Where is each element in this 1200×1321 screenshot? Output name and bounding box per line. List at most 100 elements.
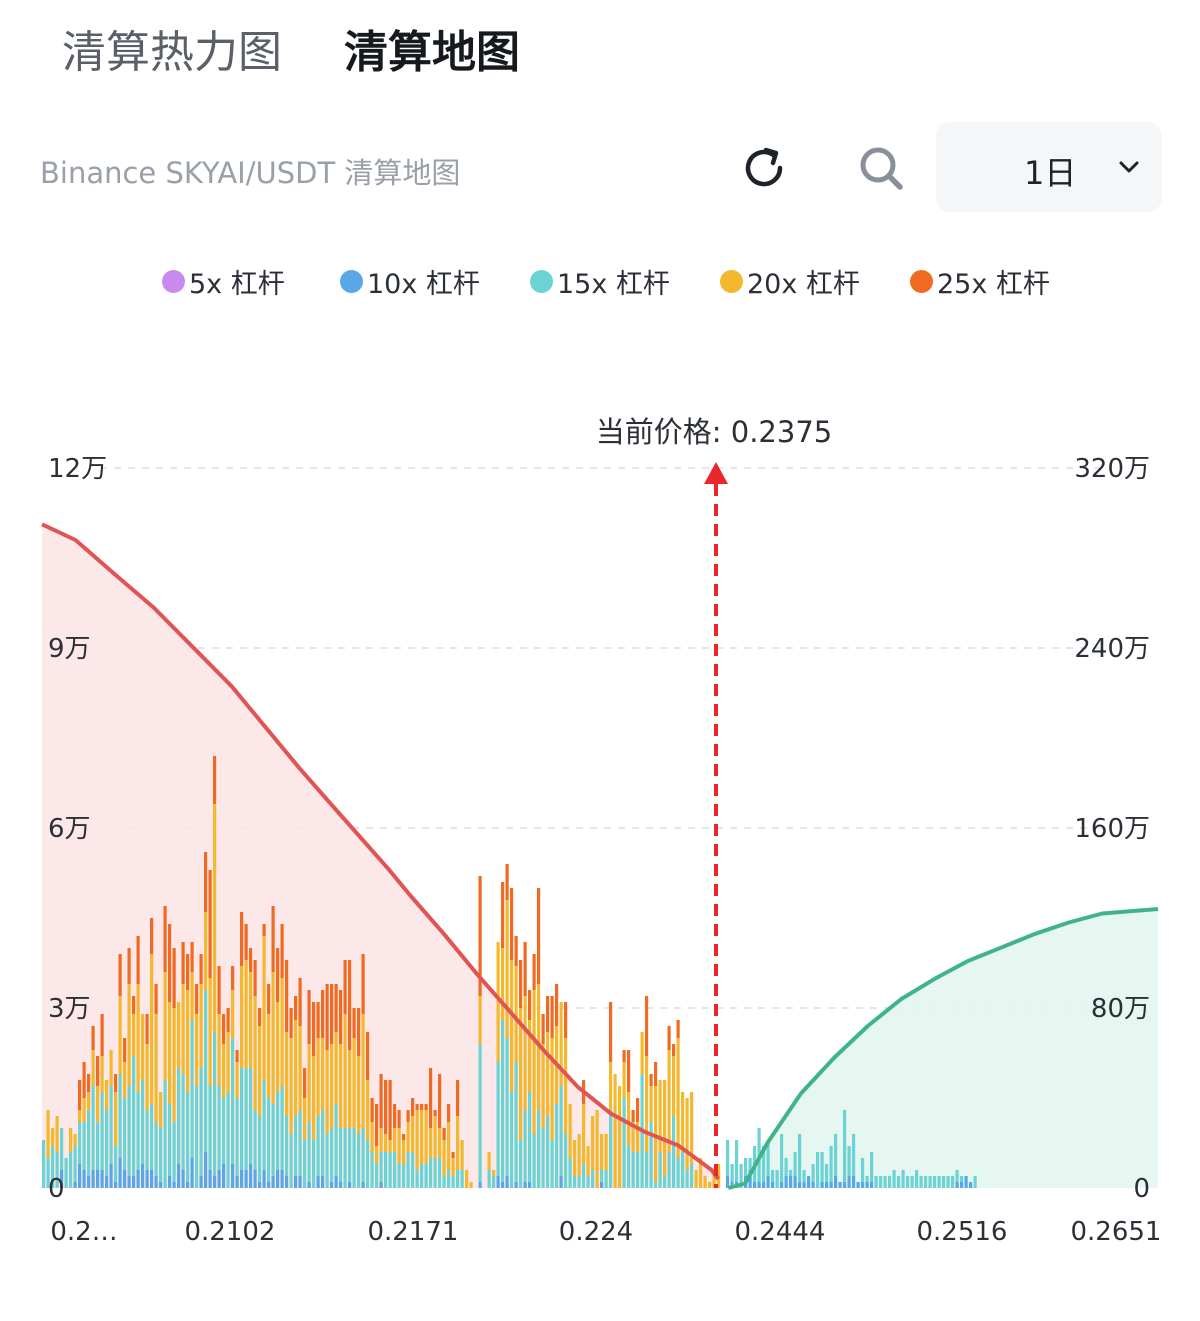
tab-liquidation-heatmap[interactable]: 清算热力图 bbox=[62, 27, 282, 78]
search-button[interactable] bbox=[853, 140, 909, 196]
bar-15x-segment bbox=[330, 1128, 334, 1182]
bar-10x-segment bbox=[960, 1182, 964, 1188]
bar-25x-segment bbox=[541, 1014, 545, 1044]
bar-15x-segment bbox=[429, 1158, 433, 1188]
bar-10x-segment bbox=[235, 1176, 239, 1188]
bar-10x-segment bbox=[753, 1182, 757, 1188]
bar-25x-segment bbox=[96, 1056, 100, 1086]
bar-20x-segment bbox=[519, 1008, 523, 1140]
bar-15x-segment bbox=[586, 1176, 590, 1188]
bar-25x-segment bbox=[510, 888, 514, 960]
bar-15x-segment bbox=[627, 1146, 631, 1188]
bar-15x-segment bbox=[852, 1134, 856, 1176]
bar-15x-segment bbox=[132, 1056, 136, 1176]
bar-15x-segment bbox=[402, 1164, 406, 1188]
bar-10x-segment bbox=[955, 1182, 959, 1188]
tab-liquidation-map[interactable]: 清算地图 bbox=[344, 27, 520, 78]
bar-10x-segment bbox=[78, 1164, 82, 1188]
bar-20x-segment bbox=[654, 1086, 658, 1182]
bar-15x-segment bbox=[883, 1176, 887, 1188]
bar-25x-segment bbox=[537, 888, 541, 984]
bar-15x-segment bbox=[249, 1068, 253, 1164]
bar-10x-segment bbox=[298, 1176, 302, 1188]
bar-10x-segment bbox=[172, 1182, 176, 1188]
bar-25x-segment bbox=[379, 1074, 383, 1128]
bar-15x-segment bbox=[91, 1086, 95, 1170]
bar-20x-segment bbox=[127, 984, 131, 1086]
bar-25x-segment bbox=[415, 1104, 419, 1110]
bar-15x-segment bbox=[451, 1176, 455, 1188]
bar-15x-segment bbox=[478, 1044, 482, 1182]
bar-15x-segment bbox=[199, 1068, 203, 1176]
bar-15x-segment bbox=[793, 1152, 797, 1176]
bar-25x-segment bbox=[91, 1026, 95, 1050]
bar-15x-segment bbox=[172, 1122, 176, 1182]
bar-20x-segment bbox=[73, 1134, 77, 1146]
bar-15x-segment bbox=[933, 1176, 937, 1188]
bar-15x-segment bbox=[96, 1122, 100, 1170]
bar-25x-segment bbox=[136, 936, 140, 984]
bar-15x-segment bbox=[307, 1122, 311, 1182]
x-tick-label: 0.2171 bbox=[368, 1217, 459, 1247]
bar-25x-segment bbox=[172, 948, 176, 1008]
bar-20x-segment bbox=[141, 1014, 145, 1080]
y-right-tick-label: 80万 bbox=[1091, 994, 1150, 1024]
bar-15x-segment bbox=[109, 1086, 113, 1164]
bar-25x-segment bbox=[285, 960, 289, 1032]
y-right-tick-label: 320万 bbox=[1074, 454, 1150, 484]
legend-item-20x[interactable]: 20x 杠杆 bbox=[720, 262, 860, 301]
legend-item-5x[interactable]: 5x 杠杆 bbox=[162, 262, 285, 301]
bar-20x-segment bbox=[69, 1128, 73, 1152]
bar-10x-segment bbox=[82, 1170, 86, 1188]
bar-20x-segment bbox=[645, 1056, 649, 1152]
bar-15x-segment bbox=[208, 1086, 212, 1170]
bar-10x-segment bbox=[240, 1170, 244, 1188]
bar-10x-segment bbox=[109, 1164, 113, 1188]
bar-20x-segment bbox=[510, 960, 514, 1092]
liquidation-bars bbox=[42, 756, 977, 1188]
legend-item-15x[interactable]: 15x 杠杆 bbox=[530, 262, 670, 301]
bar-25x-segment bbox=[352, 1008, 356, 1038]
bar-15x-segment bbox=[744, 1158, 748, 1176]
bar-15x-segment bbox=[204, 990, 208, 1152]
bar-15x-segment bbox=[870, 1152, 874, 1182]
bar-10x-segment bbox=[168, 1176, 172, 1188]
bar-20x-segment bbox=[150, 954, 154, 1104]
bar-20x-segment bbox=[528, 1020, 532, 1092]
bar-20x-segment bbox=[636, 1122, 640, 1152]
bar-15x-segment bbox=[537, 1110, 541, 1188]
bar-10x-segment bbox=[249, 1164, 253, 1188]
bar-20x-segment bbox=[114, 1092, 118, 1146]
bar-25x-segment bbox=[627, 1050, 631, 1092]
bar-20x-segment bbox=[609, 1062, 613, 1110]
y-axis-right: 0 80万 160万 240万 320万 bbox=[1074, 454, 1150, 1204]
bar-20x-segment bbox=[397, 1128, 401, 1164]
bar-20x-segment bbox=[469, 1182, 473, 1188]
bar-25x-segment bbox=[505, 864, 509, 900]
bar-25x-segment bbox=[442, 1128, 446, 1140]
bar-25x-segment bbox=[631, 1110, 635, 1122]
bar-10x-segment bbox=[762, 1182, 766, 1188]
bar-15x-segment bbox=[955, 1170, 959, 1182]
legend-item-10x[interactable]: 10x 杠杆 bbox=[340, 262, 480, 301]
x-tick-label: 0.2651 bbox=[1071, 1217, 1162, 1247]
bar-15x-segment bbox=[73, 1146, 77, 1182]
bar-20x-segment bbox=[307, 1044, 311, 1122]
bar-10x-segment bbox=[838, 1182, 842, 1188]
bar-20x-segment bbox=[456, 1116, 460, 1170]
chevron-down-icon bbox=[1119, 161, 1139, 173]
refresh-icon bbox=[745, 147, 783, 187]
bar-15x-segment bbox=[897, 1176, 901, 1188]
bar-25x-segment bbox=[204, 852, 208, 912]
refresh-button[interactable] bbox=[736, 140, 792, 196]
bar-15x-segment bbox=[253, 1110, 257, 1170]
bar-10x-segment bbox=[766, 1176, 770, 1188]
bar-10x-segment bbox=[217, 1170, 221, 1188]
bar-10x-segment bbox=[321, 1176, 325, 1188]
period-select[interactable]: 1日 bbox=[936, 122, 1162, 212]
bar-20x-segment bbox=[208, 978, 212, 1086]
bar-10x-segment bbox=[96, 1170, 100, 1188]
bar-15x-segment bbox=[384, 1152, 388, 1188]
legend-item-25x[interactable]: 25x 杠杆 bbox=[910, 262, 1050, 301]
bar-10x-segment bbox=[105, 1176, 109, 1188]
